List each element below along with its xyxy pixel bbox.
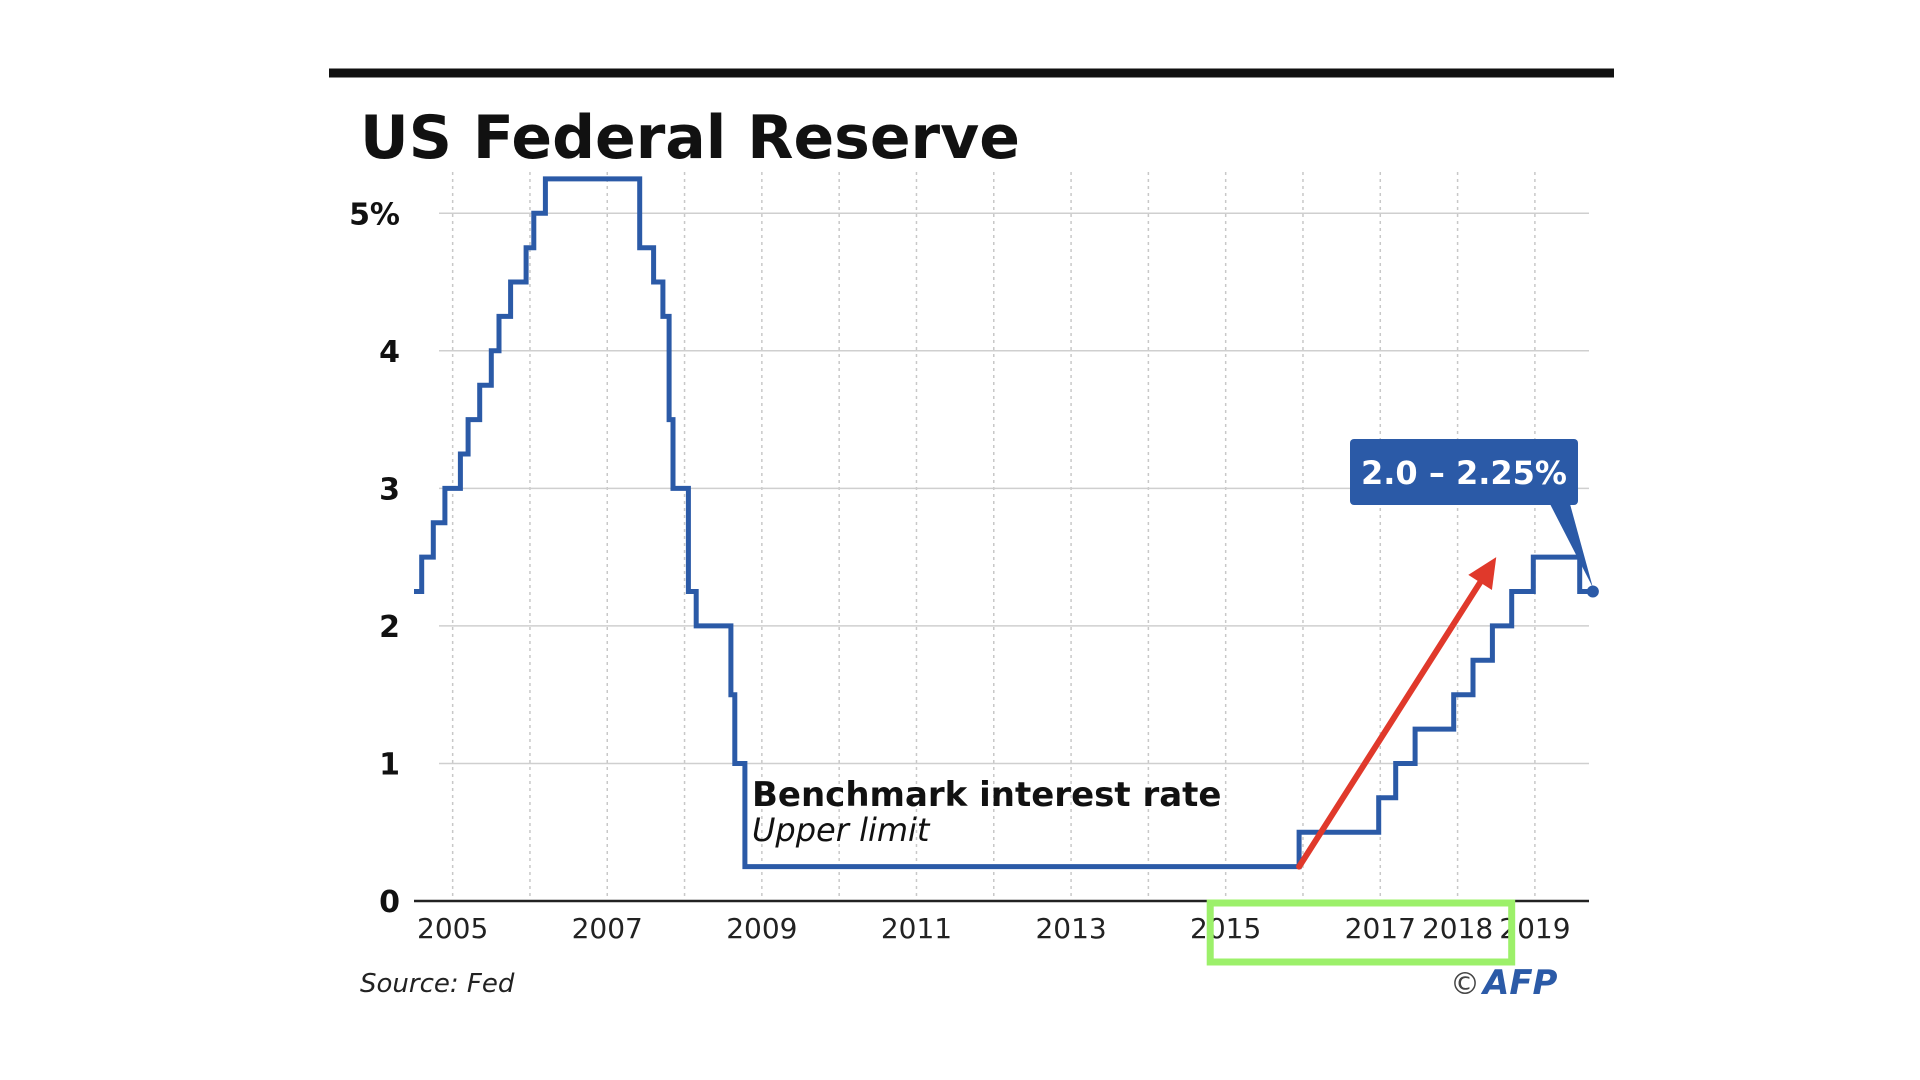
- copyright-symbol: ©: [1450, 967, 1480, 1002]
- series-line: [414, 176, 1593, 870]
- callout-pointer: [1550, 504, 1593, 588]
- afp-logo: AFP: [1480, 963, 1558, 1003]
- series-name-label: Benchmark interest rate: [752, 775, 1221, 815]
- vertical-gridlines: [451, 172, 1536, 901]
- y-tick-label: 5%: [349, 197, 400, 232]
- y-tick-label: 2: [379, 610, 400, 645]
- callout-box: [1350, 439, 1578, 505]
- x-tick-label: 2005: [417, 912, 488, 945]
- x-tick-label: 2009: [726, 912, 797, 945]
- y-tick-label: 0: [379, 885, 400, 920]
- trend-arrow-line: [1296, 579, 1484, 870]
- credit-group: © AFP: [1450, 963, 1558, 1003]
- chart-title: US Federal Reserve: [360, 103, 1020, 173]
- series-subtitle-label: Upper limit: [752, 811, 931, 849]
- y-tick-label: 4: [379, 335, 400, 370]
- series-end-point: [1586, 585, 1599, 598]
- trend-arrow-head: [1468, 557, 1497, 590]
- x-tick-label: 2007: [572, 912, 643, 945]
- x-tick-label: 2017: [1345, 912, 1416, 945]
- callout-text: 2.0 – 2.25%: [1361, 454, 1567, 492]
- x-tick-label: 2011: [881, 912, 952, 945]
- trend-arrow: [1296, 557, 1497, 870]
- series-label-group: Benchmark interest rate Upper limit: [752, 775, 1221, 849]
- x-tick-label: 2018: [1422, 912, 1493, 945]
- x-tick-label: 2013: [1035, 912, 1106, 945]
- x-tick-labels: 2005 2007 2009 2011 2013 2015 2017 2018 2019: [417, 912, 1571, 945]
- x-tick-label: 2015: [1190, 912, 1261, 945]
- y-tick-label: 3: [379, 472, 400, 507]
- y-tick-labels: 0 1 2 3 4 5%: [349, 197, 400, 920]
- callout-group: 2.0 – 2.25%: [1350, 439, 1593, 588]
- y-tick-label: 1: [379, 747, 400, 782]
- source-label: Source: Fed: [360, 969, 515, 999]
- highlight-box: [1206, 899, 1516, 966]
